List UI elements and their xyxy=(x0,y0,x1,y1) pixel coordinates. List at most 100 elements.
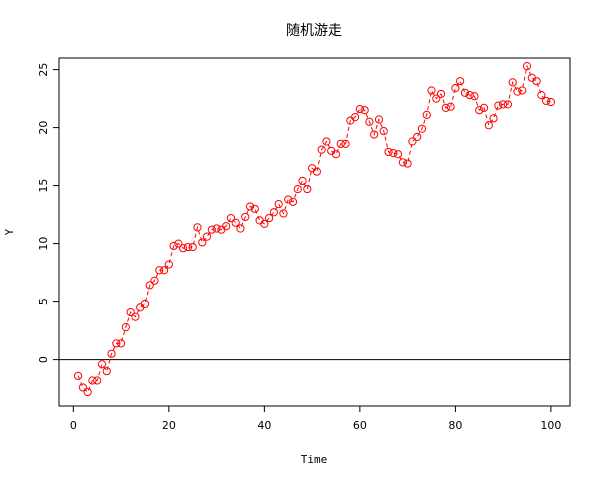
data-point xyxy=(174,239,183,248)
y-tick-label: 5 xyxy=(37,298,50,305)
data-point xyxy=(537,91,546,100)
data-point xyxy=(183,242,193,252)
y-axis-title: Y xyxy=(3,228,16,235)
x-axis-title: Time xyxy=(301,453,328,466)
data-point xyxy=(265,213,274,223)
data-point xyxy=(499,100,508,109)
data-point xyxy=(384,147,393,157)
data-point xyxy=(441,103,450,112)
data-point xyxy=(198,238,207,247)
data-point xyxy=(374,115,384,124)
data-point xyxy=(460,88,470,97)
data-point xyxy=(350,113,360,122)
data-point xyxy=(164,260,173,269)
data-point xyxy=(432,94,441,103)
data-point xyxy=(417,124,427,133)
data-point xyxy=(508,78,517,87)
data-point xyxy=(202,232,212,241)
data-point xyxy=(222,222,231,231)
data-point xyxy=(179,244,188,253)
data-point xyxy=(542,96,551,106)
data-point xyxy=(188,242,197,252)
data-point xyxy=(102,367,111,376)
data-point xyxy=(475,106,484,115)
data-point xyxy=(389,149,398,158)
data-point xyxy=(131,312,140,321)
data-point xyxy=(398,158,407,167)
data-point xyxy=(470,92,479,101)
data-point xyxy=(255,216,264,225)
data-point xyxy=(288,197,298,206)
data-point xyxy=(465,91,474,100)
data-point xyxy=(207,225,216,234)
data-point xyxy=(317,145,326,154)
data-point xyxy=(74,371,83,380)
x-tick-label: 20 xyxy=(162,419,176,432)
data-point xyxy=(140,299,150,309)
data-point xyxy=(532,77,541,86)
data-point xyxy=(155,266,164,275)
data-point xyxy=(379,126,388,136)
data-point xyxy=(107,349,116,358)
y-tick-label: 10 xyxy=(37,237,50,251)
data-point xyxy=(393,150,403,159)
data-point xyxy=(121,323,130,332)
data-point xyxy=(159,266,169,275)
data-point xyxy=(494,101,503,110)
data-point xyxy=(112,339,121,348)
data-point xyxy=(451,84,460,93)
data-point xyxy=(370,130,379,139)
series-line xyxy=(77,64,552,393)
x-tick-label: 60 xyxy=(353,419,367,432)
data-point xyxy=(145,281,154,290)
data-point xyxy=(327,146,336,155)
data-point xyxy=(355,104,364,114)
data-point xyxy=(422,110,431,119)
data-point xyxy=(260,219,269,228)
y-axis: 0 5 10 15 20 25 xyxy=(37,63,59,363)
data-point xyxy=(298,176,307,186)
data-point xyxy=(489,114,498,123)
data-point xyxy=(241,212,250,222)
data-point xyxy=(293,184,302,194)
data-point xyxy=(336,139,345,148)
data-point xyxy=(116,339,126,348)
data-point xyxy=(245,202,255,211)
data-point xyxy=(331,150,341,159)
series-layer xyxy=(74,62,555,397)
data-point xyxy=(312,167,321,176)
data-point xyxy=(93,376,102,385)
y-tick-label: 25 xyxy=(37,63,50,77)
data-point xyxy=(408,137,417,146)
data-point xyxy=(503,100,513,109)
data-point xyxy=(83,387,92,397)
data-point xyxy=(527,73,536,82)
data-point xyxy=(403,159,412,168)
data-point xyxy=(518,86,527,95)
data-point xyxy=(436,89,446,99)
chart-title: 随机游走 xyxy=(286,23,342,39)
x-tick-label: 80 xyxy=(448,419,462,432)
data-point xyxy=(427,86,436,95)
data-point xyxy=(88,376,97,385)
data-point xyxy=(484,121,493,130)
data-point xyxy=(78,383,87,392)
data-point xyxy=(150,276,159,285)
data-point xyxy=(446,102,455,111)
data-point xyxy=(341,139,350,148)
y-tick-label: 15 xyxy=(37,179,50,193)
data-point xyxy=(522,62,532,71)
y-tick-label: 20 xyxy=(37,121,50,135)
data-point xyxy=(212,224,221,233)
x-tick-label: 40 xyxy=(257,419,271,432)
data-point xyxy=(365,117,374,126)
data-point xyxy=(546,97,555,107)
y-tick-label: 0 xyxy=(37,356,50,363)
x-tick-label: 100 xyxy=(540,419,561,432)
x-tick-label: 0 xyxy=(70,419,77,432)
data-point xyxy=(284,195,293,204)
data-point xyxy=(413,132,422,141)
data-point xyxy=(456,77,465,86)
data-point xyxy=(274,200,283,209)
